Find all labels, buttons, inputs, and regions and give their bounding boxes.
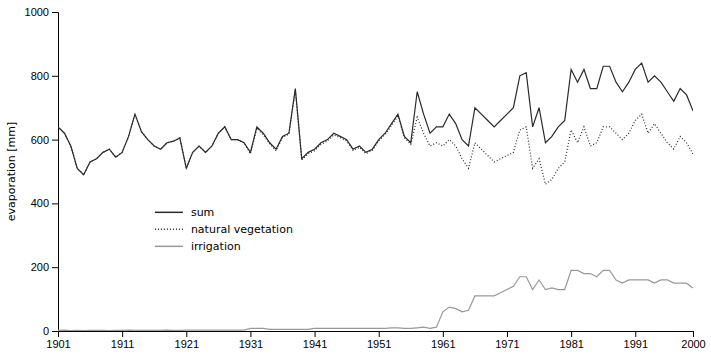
x-tick-label: 1951: [367, 338, 391, 350]
y-tick-mark: [52, 203, 58, 204]
x-tick: 1971: [495, 331, 519, 350]
lines: [58, 63, 693, 331]
legend: sum natural vegetation irrigation: [147, 198, 301, 261]
x-tick: 1951: [367, 331, 391, 350]
legend-swatch: [155, 229, 183, 231]
x-tick: 1921: [175, 331, 199, 350]
y-tick-label: 0: [43, 325, 49, 337]
x-tick-mark: [250, 331, 251, 337]
x-tick: 1991: [624, 331, 648, 350]
x-axis: 1901 1911 1921 1931 1941 1951 1961 1971 1981 1991…: [46, 331, 705, 350]
x-tick-mark: [571, 331, 572, 337]
y-tick-label: 1000: [25, 6, 49, 18]
legend-swatch: [155, 212, 183, 214]
y-tick: 400: [31, 197, 58, 209]
x-tick-label: 1981: [559, 338, 583, 350]
legend-swatch: [155, 246, 183, 248]
x-tick-label: 1921: [175, 338, 199, 350]
y-axis: 0 200 400 600 800 1000: [25, 6, 59, 337]
y-tick-label: 400: [31, 197, 49, 209]
axis-line: [52, 13, 59, 332]
y-tick: 200: [31, 261, 58, 273]
series-line: [58, 90, 693, 184]
x-tick: 1931: [239, 331, 263, 350]
x-tick-mark: [507, 331, 508, 337]
y-tick: 1000: [25, 6, 58, 18]
y-tick: 0: [43, 325, 58, 337]
y-tick: 600: [31, 134, 58, 146]
x-tick-mark: [635, 331, 636, 337]
x-tick-mark: [186, 331, 187, 337]
legend-box: [147, 198, 301, 261]
legend-label: irrigation: [191, 240, 241, 253]
x-tick-label: 1911: [111, 338, 135, 350]
x-tick-mark: [693, 331, 694, 337]
x-tick-mark: [379, 331, 380, 337]
y-tick: 800: [31, 70, 58, 82]
x-tick-mark: [122, 331, 123, 337]
x-tick-mark: [315, 331, 316, 337]
legend-label: natural vegetation: [191, 223, 293, 236]
chart: 1901 1911 1921 1931 1941 1951 1961 1971 1981 1991…: [0, 0, 711, 357]
series-line: [58, 63, 693, 175]
y-tick-mark: [52, 267, 58, 268]
x-tick-mark: [443, 331, 444, 337]
axis-line: [59, 332, 694, 338]
x-tick-label: 2000: [681, 338, 705, 350]
x-tick: 1941: [303, 331, 327, 350]
x-tick-label: 1901: [46, 338, 70, 350]
series-line: [58, 270, 693, 330]
x-tick-label: 1991: [624, 338, 648, 350]
y-tick-mark: [52, 76, 58, 77]
y-tick-label: 200: [31, 261, 49, 273]
x-tick: 1961: [431, 331, 455, 350]
x-tick-label: 1961: [431, 338, 455, 350]
y-tick-mark: [52, 12, 58, 13]
x-tick: 2000: [681, 331, 705, 350]
legend-label: sum: [191, 206, 214, 219]
x-tick: 1901: [46, 331, 70, 350]
y-tick-label: 800: [31, 70, 49, 82]
plot: 1901 1911 1921 1931 1941 1951 1961 1971 1981 1991…: [25, 6, 706, 350]
y-tick-mark: [52, 140, 58, 141]
x-tick-label: 1971: [495, 338, 519, 350]
x-tick-label: 1931: [239, 338, 263, 350]
x-tick: 1981: [559, 331, 583, 350]
y-tick-label: 600: [31, 134, 49, 146]
x-tick-label: 1941: [303, 338, 327, 350]
y-tick-mark: [52, 331, 58, 332]
y-axis-title: evaporation [mm]: [5, 122, 18, 222]
x-tick: 1911: [111, 331, 135, 350]
